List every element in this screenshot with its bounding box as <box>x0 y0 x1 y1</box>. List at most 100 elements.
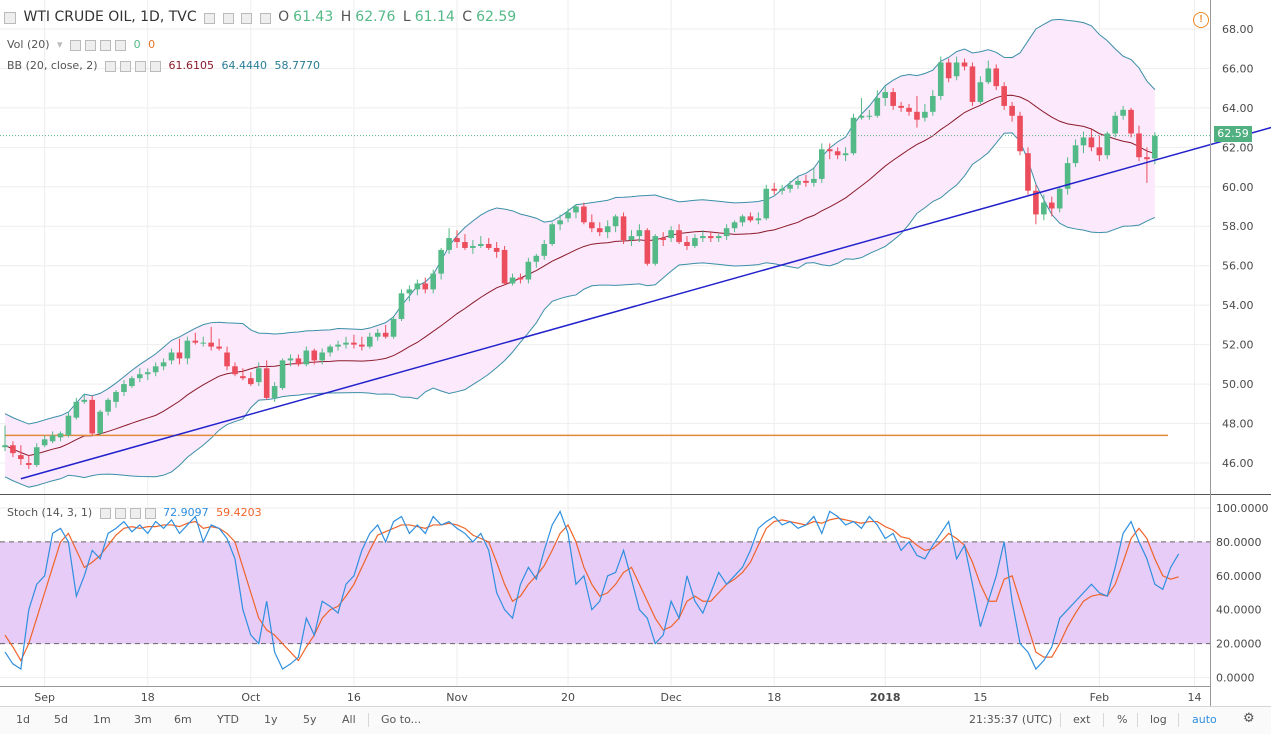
candle-up <box>953 62 960 77</box>
auto-toggle[interactable]: auto <box>1192 713 1217 726</box>
candle-up <box>374 332 381 337</box>
candle-down <box>906 107 912 112</box>
log-toggle[interactable]: log <box>1150 713 1167 726</box>
candle-up <box>1056 188 1063 209</box>
candle-down <box>208 342 214 347</box>
price-tick-label: 60.00 <box>1222 181 1254 194</box>
candle-up <box>779 188 785 191</box>
candle-down <box>216 346 222 349</box>
close-label: C <box>462 9 473 25</box>
candle-up <box>271 386 278 398</box>
candle-up <box>49 435 56 442</box>
stoch-legend: Stoch (14, 3, 1) 72.9097 59.4203 <box>7 506 266 519</box>
candle-down <box>176 352 183 359</box>
candle-down <box>1017 115 1023 152</box>
stoch-tick-label: 20.0000 <box>1216 638 1262 651</box>
candle-up <box>850 117 857 154</box>
close-icon[interactable] <box>115 39 127 51</box>
candle-down <box>248 378 254 385</box>
candle-up <box>858 115 865 118</box>
stoch-tick-label: 100.0000 <box>1216 502 1269 515</box>
candle-up <box>723 228 730 237</box>
range-ytd[interactable]: YTD <box>217 713 239 726</box>
more-icon[interactable] <box>135 60 146 72</box>
candle-up <box>1080 137 1087 146</box>
percent-toggle[interactable]: % <box>1117 713 1128 726</box>
close-icon[interactable] <box>144 507 156 519</box>
candle-up <box>105 399 111 412</box>
candle-down <box>25 463 32 465</box>
candle-up <box>930 96 936 112</box>
stoch-d-value: 59.4203 <box>216 506 262 519</box>
dropdown-icon[interactable]: ▾ <box>57 38 63 51</box>
close-icon[interactable] <box>150 60 161 72</box>
candle-down <box>803 180 809 183</box>
candle-up <box>137 374 143 379</box>
candle-up <box>755 218 762 221</box>
candle-down <box>382 332 389 337</box>
collapse-icon[interactable] <box>4 12 16 24</box>
candle-down <box>581 206 587 223</box>
chart-canvas[interactable]: 46.00 48.00 50.00 52.00 54.00 56.00 58.00 60.00… <box>0 0 1271 706</box>
range-1d[interactable]: 1d <box>16 713 30 726</box>
candle-up <box>168 352 175 361</box>
bb-lower-line <box>4 132 1156 488</box>
candle-down <box>263 368 270 398</box>
open-label: O <box>278 9 290 25</box>
stoch-tick-label: 0.0000 <box>1216 672 1255 685</box>
range-5d[interactable]: 5d <box>54 713 68 726</box>
alert-icon[interactable]: ! <box>1193 12 1209 28</box>
candle-down <box>993 68 1000 87</box>
separator <box>368 713 369 727</box>
candle-up <box>882 92 889 98</box>
candle-up <box>279 360 286 389</box>
settings-icon[interactable] <box>105 60 116 72</box>
candle-up <box>573 206 579 213</box>
settings-icon[interactable] <box>99 507 111 519</box>
candle-up <box>1112 115 1118 134</box>
candle-up <box>343 342 349 345</box>
bollinger-bands <box>4 18 1156 488</box>
candle-down <box>351 342 357 345</box>
candle-down <box>771 188 778 191</box>
candle-down <box>596 228 603 233</box>
stoch-k-line <box>4 509 1180 671</box>
candle-up <box>715 236 722 239</box>
candle-up <box>525 261 532 280</box>
candle-down <box>232 366 238 375</box>
settings-icon[interactable] <box>204 12 216 24</box>
more-icon[interactable] <box>129 507 141 519</box>
range-3m[interactable]: 3m <box>134 713 152 726</box>
settings-icon[interactable] <box>70 39 82 51</box>
visibility-icon[interactable] <box>114 507 126 519</box>
high-value: 62.76 <box>355 9 396 25</box>
visibility-icon[interactable] <box>222 12 234 24</box>
bb-legend: BB (20, close, 2) 61.6105 64.4440 58.777… <box>7 59 324 72</box>
range-1y[interactable]: 1y <box>264 713 278 726</box>
stoch-tick-label: 40.0000 <box>1216 604 1262 617</box>
more-icon[interactable] <box>241 12 253 24</box>
candle-up <box>652 236 659 264</box>
visibility-icon[interactable] <box>85 39 97 51</box>
more-icon[interactable] <box>100 39 112 51</box>
candle-up <box>438 249 444 274</box>
candle-down <box>684 242 690 246</box>
candle-up <box>97 411 103 434</box>
candle-up <box>184 340 191 359</box>
range-all[interactable]: All <box>342 713 356 726</box>
goto-button[interactable]: Go to... <box>381 713 422 726</box>
close-icon[interactable] <box>259 12 271 24</box>
candle-down <box>501 249 508 284</box>
clock-time: 21:35:37 (UTC) <box>969 713 1053 726</box>
range-6m[interactable]: 6m <box>174 713 192 726</box>
ext-toggle[interactable]: ext <box>1073 713 1091 726</box>
range-1m[interactable]: 1m <box>93 713 111 726</box>
candle-up <box>390 318 397 337</box>
candle-down <box>747 216 754 221</box>
price-tick-label: 54.00 <box>1222 299 1254 312</box>
visibility-icon[interactable] <box>120 60 131 72</box>
range-5y[interactable]: 5y <box>303 713 317 726</box>
candle-down <box>898 105 904 108</box>
gear-icon[interactable]: ⚙ <box>1243 711 1255 726</box>
candle-up <box>478 243 484 246</box>
